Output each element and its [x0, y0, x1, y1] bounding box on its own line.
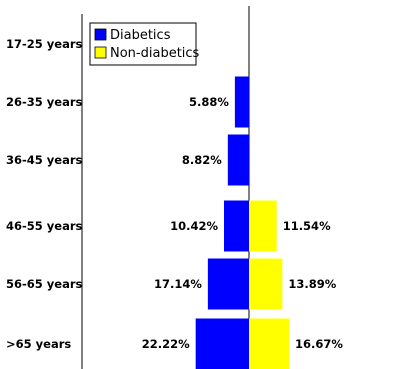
legend-label-non-diabetics: Non-diabetics — [110, 46, 200, 61]
value-labels: 5.88% 8.82% 10.42% 11.54% 17.14% 13.89% 22.22%… — [142, 95, 344, 351]
legend-swatch-diabetics — [94, 28, 107, 41]
legend-swatch-non-diabetics — [94, 46, 107, 59]
category-label: 46-55 years — [6, 219, 83, 233]
value-label: 17.14% — [154, 277, 202, 291]
category-label: 26-35 years — [6, 95, 83, 109]
bar-diabetics — [227, 134, 249, 186]
legend: Diabetics Non-diabetics — [89, 22, 200, 66]
legend-box — [89, 22, 197, 66]
bar-diabetics — [207, 258, 249, 310]
bar-diabetics — [223, 200, 249, 252]
value-label: 13.89% — [288, 277, 336, 291]
legend-label-diabetics: Diabetics — [110, 28, 171, 43]
bar-diabetics — [234, 76, 249, 128]
value-label: 8.82% — [182, 153, 222, 167]
category-label: 56-65 years — [6, 277, 83, 291]
category-label: 17-25 years — [6, 37, 83, 51]
value-label: 11.54% — [283, 219, 331, 233]
bars — [195, 76, 290, 369]
category-labels: 17-25 years 26-35 years 36-45 years 46-55 y… — [6, 37, 83, 351]
category-label: >65 years — [6, 337, 71, 351]
value-label: 16.67% — [295, 337, 343, 351]
category-label: 36-45 years — [6, 153, 83, 167]
value-label: 10.42% — [170, 219, 218, 233]
bar-non-diabetics — [249, 258, 283, 310]
bar-diabetics — [195, 318, 249, 369]
bar-non-diabetics — [249, 200, 277, 252]
bar-non-diabetics — [249, 318, 290, 369]
value-label: 5.88% — [189, 95, 229, 109]
value-label: 22.22% — [142, 337, 190, 351]
